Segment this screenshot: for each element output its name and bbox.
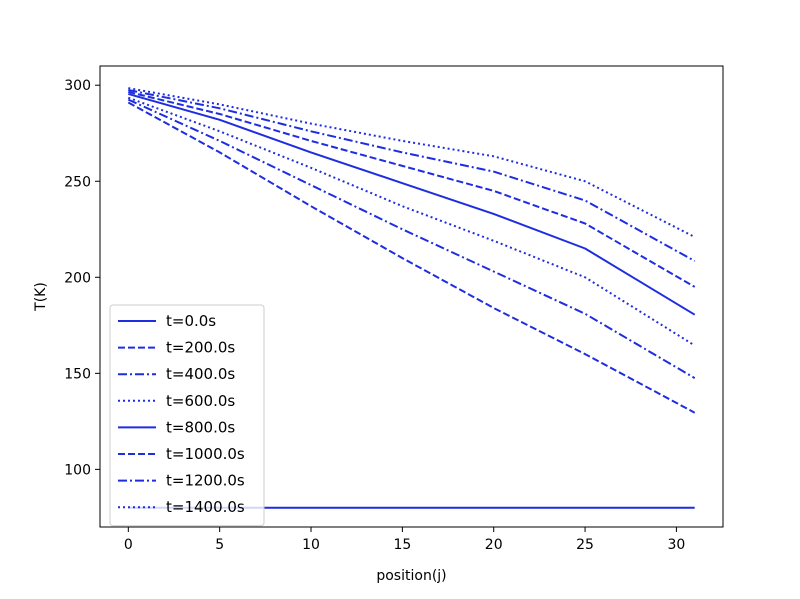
x-tick-label: 30 (667, 537, 685, 553)
series-line-6 (128, 89, 696, 262)
legend-entry: t=200.0s (166, 339, 235, 357)
series-line-3 (127, 96, 696, 347)
x-axis: 0 5 10 15 20 25 30 (124, 527, 685, 553)
legend-entry: t=400.0s (166, 365, 235, 383)
series-line-7 (128, 87, 696, 238)
x-tick-label: 5 (215, 537, 224, 553)
x-tick-label: 0 (124, 537, 133, 553)
legend-entry: t=1000.0s (166, 445, 245, 463)
series-line-1 (127, 101, 696, 414)
legend-entry: t=0.0s (166, 312, 216, 330)
series-line-4 (128, 92, 696, 316)
plot-frame (99, 65, 724, 528)
x-tick-label: 20 (485, 537, 503, 553)
legend-entry: t=600.0s (166, 392, 235, 410)
x-tick-label: 25 (576, 537, 594, 553)
y-axis-label: T(K) (33, 282, 49, 312)
y-tick-label: 150 (64, 366, 91, 382)
legend-entry: t=1200.0s (166, 472, 245, 490)
y-axis: 100 150 200 250 300 (64, 78, 100, 478)
legend-entry: t=800.0s (166, 418, 235, 436)
legend: t=0.0s t=200.0s t=400.0s t=600.0s t=800.0s t=… (109, 304, 265, 527)
series-line-5 (128, 90, 696, 288)
x-axis-label: position(j) (376, 568, 446, 584)
x-tick-label: 15 (393, 537, 411, 553)
y-tick-label: 300 (64, 78, 91, 94)
y-tick-label: 200 (64, 270, 91, 286)
x-tick-label: 10 (302, 537, 320, 553)
y-tick-label: 250 (64, 174, 91, 190)
legend-entry: t=1400.0s (166, 498, 245, 516)
y-tick-label: 100 (64, 462, 91, 478)
legend-box (109, 304, 265, 527)
